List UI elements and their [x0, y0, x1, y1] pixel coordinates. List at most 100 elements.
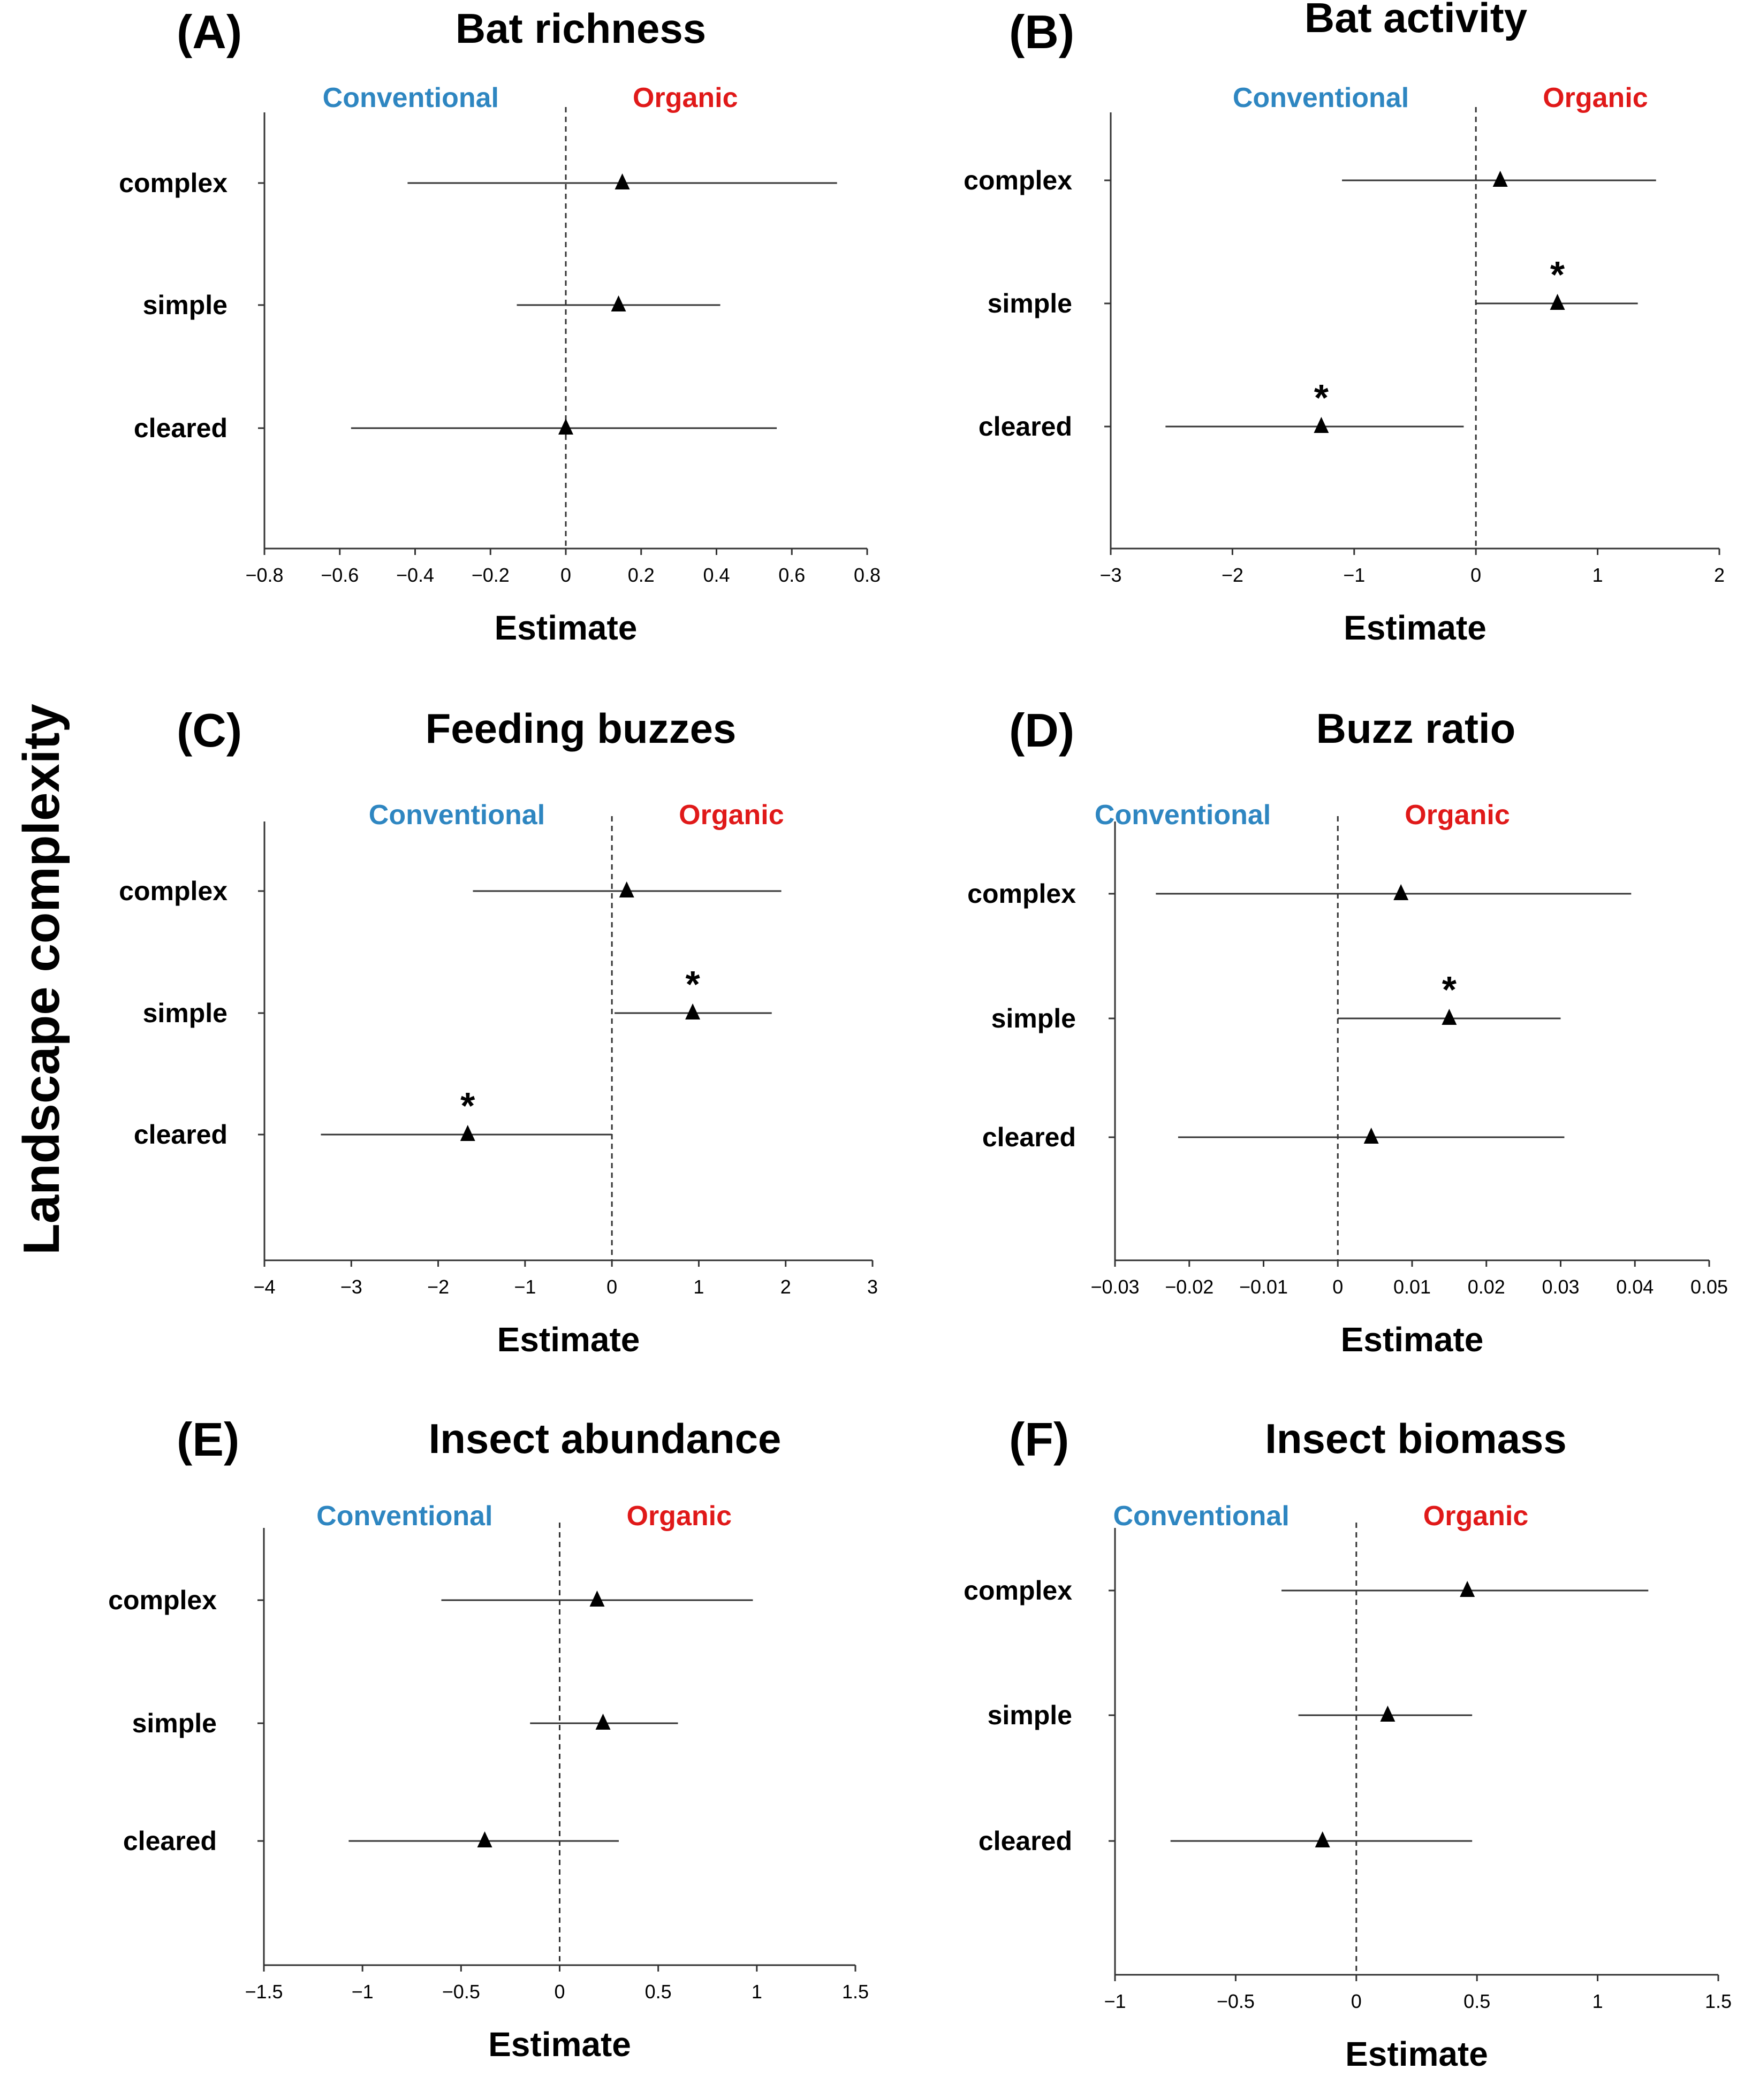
category-label-complex: complex [119, 876, 227, 906]
conventional-label: Conventional [1113, 1501, 1289, 1532]
organic-label: Organic [679, 800, 784, 831]
x-tick-label: 0 [1332, 1276, 1343, 1298]
x-tick-label: 1 [752, 1981, 762, 2003]
x-tick-label: 3 [867, 1276, 878, 1298]
estimate-marker-simple [595, 1714, 611, 1730]
panel-letter: (F) [1009, 1413, 1069, 1466]
panel-letter: (E) [177, 1413, 239, 1466]
organic-label: Organic [1543, 82, 1648, 113]
panel-d: (D) Buzz ratio Conventional Organic −0.03 −0.… [967, 704, 1728, 1359]
significance-star: * [1550, 254, 1565, 295]
panel-a: (A) Bat richness Conventional Organic −0.8 −0… [119, 5, 881, 647]
panel-c: (C) Feeding buzzes Conventional Organic −4 −3… [119, 704, 878, 1359]
x-tick-label: −2 [427, 1276, 449, 1298]
conventional-label: Conventional [1095, 800, 1271, 831]
significance-star: * [685, 963, 700, 1005]
estimate-marker-complex [1492, 171, 1508, 187]
estimate-marker-simple [611, 295, 626, 311]
estimate-marker-complex [1460, 1581, 1475, 1597]
x-axis-title: Estimate [488, 2025, 631, 2064]
x-tick-label: 1 [693, 1276, 704, 1298]
x-tick-label: 0.02 [1468, 1276, 1505, 1298]
x-tick-label: 0.8 [854, 564, 881, 586]
estimate-marker-cleared [1363, 1128, 1379, 1144]
category-label-cleared: cleared [982, 1122, 1076, 1152]
x-tick-label: 2 [780, 1276, 791, 1298]
category-label-simple: simple [143, 290, 227, 320]
category-label-simple: simple [132, 1708, 217, 1738]
x-tick-label: 0.2 [628, 564, 655, 586]
panel-title: Bat activity [1304, 0, 1527, 41]
x-tick-label: 1 [1592, 564, 1603, 586]
x-axis-title: Estimate [1345, 2035, 1488, 2073]
x-tick-label: −0.4 [396, 564, 434, 586]
panel-f: (F) Insect biomass Conventional Organic −1 −0… [964, 1413, 1732, 2073]
category-label-simple: simple [991, 1003, 1076, 1033]
x-tick-label: −0.01 [1239, 1276, 1288, 1298]
category-label-complex: complex [119, 168, 227, 198]
x-tick-label: 0 [606, 1276, 617, 1298]
x-axis-title: Estimate [497, 1320, 640, 1359]
x-tick-label: −3 [1099, 564, 1121, 586]
panel-title: Feeding buzzes [426, 705, 737, 752]
category-label-simple: simple [988, 1700, 1072, 1730]
x-tick-label: 0 [554, 1981, 565, 2003]
estimate-marker-cleared [1314, 417, 1329, 433]
panel-e: (E) Insect abundance Conventional Organic −1… [108, 1413, 869, 2064]
organic-label: Organic [633, 82, 738, 113]
significance-star: * [1442, 969, 1457, 1010]
x-axis-title: Estimate [1341, 1320, 1484, 1359]
x-tick-label: −1 [352, 1981, 374, 2003]
x-tick-label: −1 [1104, 1990, 1126, 2012]
x-tick-label: −0.5 [442, 1981, 480, 2003]
y-axis-title: Landscape complexity [13, 704, 70, 1255]
panel-title: Buzz ratio [1316, 705, 1516, 752]
x-tick-label: 0.04 [1616, 1276, 1654, 1298]
estimate-marker-cleared [558, 419, 573, 435]
x-tick-label: 0.5 [1463, 1990, 1490, 2012]
panel-title: Bat richness [456, 5, 706, 52]
panel-title: Insect biomass [1265, 1415, 1567, 1462]
category-label-cleared: cleared [134, 1120, 227, 1150]
conventional-label: Conventional [316, 1501, 492, 1532]
x-tick-label: 0.03 [1542, 1276, 1579, 1298]
panel-letter: (D) [1009, 704, 1074, 757]
x-tick-label: 0.05 [1690, 1276, 1728, 1298]
conventional-label: Conventional [369, 800, 545, 831]
category-label-complex: complex [967, 879, 1076, 909]
conventional-label: Conventional [1233, 82, 1409, 113]
x-tick-label: −0.5 [1217, 1990, 1255, 2012]
x-tick-label: −0.6 [321, 564, 359, 586]
estimate-marker-cleared [1315, 1831, 1330, 1847]
x-tick-label: 0.6 [778, 564, 805, 586]
estimate-marker-cleared [477, 1831, 492, 1847]
x-axis-title: Estimate [1344, 608, 1486, 647]
category-label-simple: simple [988, 288, 1072, 318]
panel-title: Insect abundance [429, 1415, 782, 1462]
estimate-marker-cleared [460, 1125, 475, 1141]
panel-letter: (C) [177, 704, 242, 757]
estimate-marker-complex [589, 1591, 605, 1607]
category-label-complex: complex [108, 1585, 217, 1615]
x-tick-label: −1 [1343, 564, 1365, 586]
x-tick-label: 0.01 [1393, 1276, 1431, 1298]
estimate-marker-simple [1550, 294, 1565, 310]
x-tick-label: 2 [1714, 564, 1725, 586]
x-tick-label: 1.5 [1705, 1990, 1732, 2012]
x-tick-label: −3 [340, 1276, 362, 1298]
x-tick-label: 0 [560, 564, 571, 586]
x-tick-label: −1.5 [245, 1981, 283, 2003]
estimate-marker-complex [1393, 884, 1409, 900]
x-tick-label: −0.02 [1165, 1276, 1213, 1298]
x-tick-label: 0 [1351, 1990, 1362, 2012]
x-axis-title: Estimate [495, 608, 638, 647]
estimate-marker-simple [1442, 1009, 1457, 1025]
category-label-cleared: cleared [979, 1826, 1072, 1856]
x-tick-label: −1 [514, 1276, 536, 1298]
x-tick-label: 1 [1592, 1990, 1603, 2012]
panel-letter: (A) [177, 5, 242, 58]
panels: (A) Bat richness Conventional Organic −0.8 −0… [108, 0, 1732, 2073]
category-label-complex: complex [964, 1576, 1072, 1606]
